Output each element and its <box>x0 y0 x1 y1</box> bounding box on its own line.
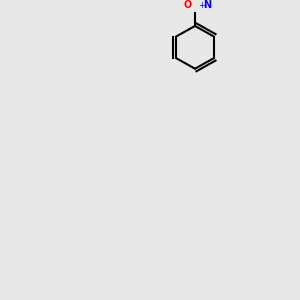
Text: N: N <box>203 0 211 11</box>
Text: +: + <box>199 2 206 10</box>
Text: O: O <box>184 0 192 11</box>
